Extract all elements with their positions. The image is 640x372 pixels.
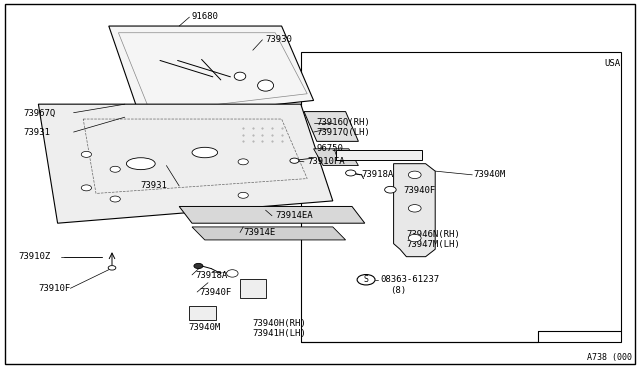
Text: 73917Q(LH): 73917Q(LH) [317,128,371,137]
Polygon shape [109,26,314,119]
Text: 73940M: 73940M [474,170,506,179]
Polygon shape [179,206,365,223]
Text: 73940F: 73940F [403,186,435,195]
Text: 73967Q: 73967Q [24,109,56,118]
Text: 08363-61237: 08363-61237 [381,275,440,284]
Polygon shape [314,149,358,166]
Bar [336,150,422,160]
Bar [240,279,266,298]
Text: USA: USA [605,59,621,68]
Circle shape [81,185,92,191]
Circle shape [357,275,375,285]
Circle shape [408,234,421,242]
Text: 73931: 73931 [141,182,168,190]
Text: 73941H(LH): 73941H(LH) [253,329,307,338]
Text: 73910F: 73910F [38,284,70,293]
Ellipse shape [227,270,238,277]
Circle shape [408,171,421,179]
Circle shape [385,186,396,193]
Ellipse shape [127,158,156,170]
Text: 73940F: 73940F [200,288,232,296]
Text: 91680: 91680 [192,12,219,21]
Text: 73914E: 73914E [243,228,275,237]
Text: A738 (000: A738 (000 [588,353,632,362]
Circle shape [346,170,356,176]
Ellipse shape [192,147,218,158]
Circle shape [110,166,120,172]
Circle shape [238,192,248,198]
Circle shape [194,263,203,269]
Text: 73931: 73931 [24,128,51,137]
Circle shape [81,151,92,157]
Text: 73940H(RH): 73940H(RH) [253,319,307,328]
Text: 73918A: 73918A [362,170,394,179]
Text: 73946N(RH): 73946N(RH) [406,230,460,239]
Text: 73947M(LH): 73947M(LH) [406,240,460,249]
Text: 73910FA: 73910FA [307,157,345,166]
Text: 73914EA: 73914EA [275,211,313,220]
Polygon shape [38,104,333,223]
Ellipse shape [234,72,246,80]
Text: 73918A: 73918A [195,271,227,280]
Bar [301,52,621,342]
Text: 96750: 96750 [317,144,344,153]
Text: 73940M: 73940M [188,323,220,332]
Bar [189,306,216,320]
Ellipse shape [257,80,274,91]
Text: (8): (8) [390,286,406,295]
Text: 73930: 73930 [266,35,292,44]
Circle shape [408,205,421,212]
Polygon shape [304,112,358,141]
Circle shape [110,196,120,202]
Circle shape [108,266,116,270]
Circle shape [290,158,299,163]
Circle shape [238,159,248,165]
Text: 73916Q(RH): 73916Q(RH) [317,118,371,127]
Polygon shape [192,227,346,240]
Text: 73910Z: 73910Z [18,252,50,261]
Text: S: S [364,275,369,284]
Polygon shape [394,164,435,257]
